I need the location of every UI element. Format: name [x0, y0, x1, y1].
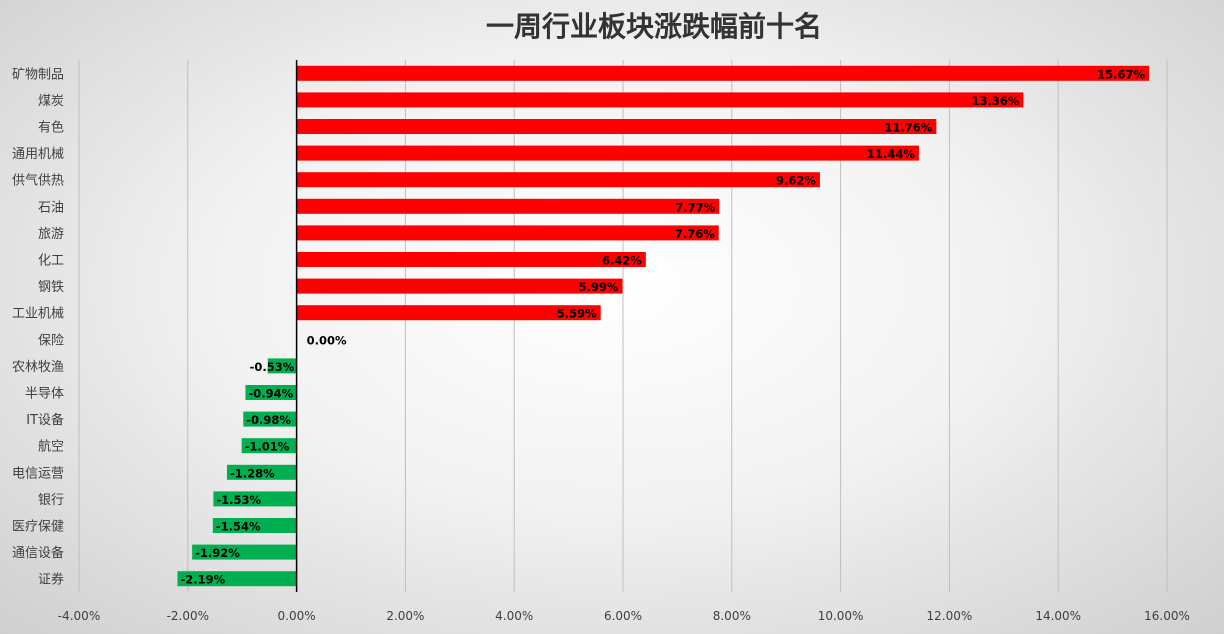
data-label: 6.42% — [602, 254, 642, 268]
category-label: 医疗保健 — [12, 520, 64, 535]
data-label: -2.19% — [180, 573, 225, 587]
data-label: -1.92% — [195, 546, 240, 560]
x-tick-label: 16.00% — [1144, 609, 1190, 623]
category-label: 通用机械 — [12, 147, 64, 162]
category-label: IT设备 — [26, 412, 64, 428]
category-label: 供气供热 — [12, 173, 64, 189]
category-label: 银行 — [38, 493, 64, 508]
data-label: 11.76% — [884, 121, 932, 135]
chart-title: 一周行业板块涨跌幅前十名 — [486, 10, 822, 43]
category-label: 电信运营 — [12, 466, 64, 481]
x-tick-label: 4.00% — [495, 609, 533, 623]
category-label: 航空 — [38, 439, 64, 455]
data-label: 11.44% — [867, 147, 915, 161]
data-label: -1.54% — [216, 520, 261, 534]
data-labels: 15.67% 13.36% 11.76% 11.44% 9.62% 7.77% 7.76% 6… — [180, 67, 1145, 586]
bar — [213, 491, 297, 507]
bar — [296, 65, 1150, 81]
category-label: 石油 — [38, 200, 64, 215]
bar — [296, 225, 719, 241]
data-label: -0.53% — [250, 360, 295, 374]
data-label: -1.53% — [216, 493, 261, 507]
data-label: -1.28% — [230, 466, 275, 480]
data-label: 7.76% — [675, 227, 715, 241]
bar — [177, 571, 297, 587]
data-label: -0.98% — [246, 413, 291, 427]
bar — [296, 172, 820, 188]
bar — [245, 385, 297, 400]
bar — [296, 145, 919, 161]
data-label: -1.01% — [245, 440, 290, 454]
category-label: 旅游 — [38, 227, 64, 242]
x-tick-label: 6.00% — [604, 609, 642, 623]
category-label: 化工 — [38, 254, 64, 269]
data-label: 5.59% — [557, 307, 597, 321]
x-axis-tick-labels: -4.00% -2.00% 0.00% 2.00% 4.00% 6.00% 8.00% 10.… — [58, 609, 1190, 623]
category-label: 有色 — [38, 120, 64, 136]
category-label: 矿物制品 — [12, 67, 64, 82]
bar — [296, 305, 601, 321]
bar — [212, 518, 297, 533]
x-tick-label: 14.00% — [1035, 609, 1081, 623]
category-label: 保险 — [38, 333, 64, 348]
category-label: 煤炭 — [38, 94, 64, 109]
bars — [177, 65, 1150, 587]
bar — [241, 438, 297, 454]
data-label: 0.00% — [307, 333, 347, 347]
bar — [296, 252, 646, 267]
category-label: 通信设备 — [12, 545, 64, 561]
category-label: 证券 — [38, 572, 64, 588]
x-tick-label: 12.00% — [927, 609, 973, 623]
data-label: 15.67% — [1097, 67, 1145, 81]
data-label: 13.36% — [971, 94, 1019, 108]
bar — [296, 92, 1024, 108]
bar — [226, 464, 297, 480]
x-tick-label: 0.00% — [278, 609, 316, 623]
bar — [243, 411, 297, 427]
bar — [296, 278, 623, 294]
bar — [296, 198, 720, 214]
category-label: 钢铁 — [38, 280, 64, 295]
x-tick-label: 8.00% — [713, 609, 751, 623]
category-label: 农林牧渔 — [12, 360, 64, 375]
x-tick-label: 10.00% — [818, 609, 864, 623]
bar — [192, 544, 297, 560]
data-label: 7.77% — [675, 200, 715, 214]
category-label: 工业机械 — [12, 307, 64, 322]
bar — [296, 119, 937, 134]
bar — [267, 358, 297, 374]
data-label: 9.62% — [776, 174, 816, 188]
x-tick-label: -2.00% — [167, 609, 209, 623]
x-tick-label: 2.00% — [386, 609, 424, 623]
x-tick-label: -4.00% — [58, 609, 100, 623]
category-label: 半导体 — [25, 387, 64, 402]
data-label: -0.94% — [248, 387, 293, 401]
data-label: 5.99% — [579, 280, 619, 294]
gridlines — [78, 60, 1168, 592]
